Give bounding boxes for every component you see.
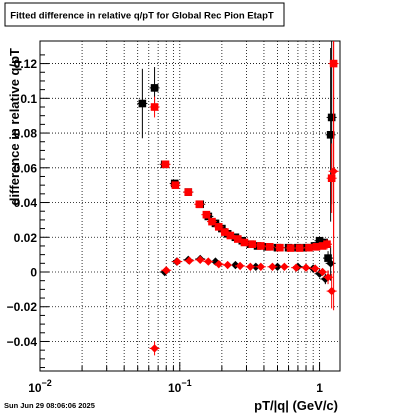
y-tick-label: 0.12 (14, 57, 38, 71)
grid-lines (40, 41, 340, 371)
data-point-diamond (310, 264, 320, 273)
x-tick-label: 1 (316, 381, 323, 395)
data-point-square (161, 160, 170, 169)
x-tick-label: 10−1 (168, 378, 192, 395)
data-point-square (150, 84, 159, 92)
data-point-square (323, 240, 331, 249)
data-point-square (305, 243, 313, 252)
data-point-square (195, 200, 204, 209)
data-point-square (312, 243, 321, 251)
data-point-square (326, 130, 335, 139)
data-point-square (295, 244, 304, 252)
y-tick-label: −0.02 (7, 300, 38, 314)
plot-frame (39, 40, 341, 372)
data-point-square (202, 210, 211, 219)
chart-title: Fitted difference in relative q/pT for G… (10, 11, 274, 22)
y-tick-label: 0.06 (14, 161, 38, 175)
data-point-diamond (280, 262, 289, 271)
data-point-diamond (246, 262, 255, 271)
data-point-square (315, 236, 324, 245)
data-point-diamond (329, 167, 338, 176)
y-tick-label: 0.04 (14, 196, 38, 210)
y-tick-label: 0.1 (20, 92, 37, 106)
data-point-square (184, 188, 193, 196)
data-point-square (276, 243, 284, 252)
data-point-diamond (173, 257, 182, 266)
data-point-diamond (214, 259, 223, 269)
x-axis-label: pT/|q| (GeV/c) (254, 398, 338, 413)
data-point-square (233, 235, 242, 243)
data-point-square (240, 238, 249, 247)
x-tick-label: 10−2 (28, 378, 52, 395)
data-point-diamond (211, 257, 220, 266)
data-point-diamond (204, 257, 213, 266)
data-point-square (327, 174, 336, 183)
data-point-square (226, 231, 235, 240)
data-point-square (286, 244, 295, 252)
data-point-diamond (301, 263, 311, 272)
data-point-square (214, 223, 223, 231)
data-point-diamond (196, 255, 205, 265)
data-point-diamond (323, 273, 333, 282)
data-point-diamond (268, 262, 277, 271)
data-point-square (221, 228, 229, 236)
y-tick-labels: −0.04 −0.02 0 0.02 0.04 0.06 0.08 0.1 0.12 (7, 57, 38, 349)
data-point-square (138, 99, 147, 108)
data-point-diamond (291, 263, 301, 272)
axis-ticks (39, 54, 321, 371)
data-point-square (171, 181, 180, 189)
data-point-square (248, 240, 257, 249)
data-point-square (318, 242, 327, 250)
data-point-diamond (235, 261, 245, 271)
data-point-diamond (162, 266, 171, 275)
data-point-square (265, 243, 274, 251)
data-point-diamond (223, 260, 232, 270)
data-point-square (257, 242, 265, 250)
data-point-square (327, 113, 336, 122)
data-point-diamond (185, 256, 194, 265)
data-point-square (208, 217, 216, 226)
data-point-square (324, 254, 332, 262)
data-point-diamond (150, 344, 159, 353)
y-tick-label: 0 (30, 266, 37, 280)
y-axis-label: difference in relative q/pT (7, 48, 22, 206)
data-point-diamond (318, 267, 327, 277)
y-tick-label: 0.02 (14, 231, 38, 245)
title-box (4, 2, 285, 27)
data-point-diamond (256, 262, 266, 271)
data-point-diamond (326, 259, 335, 268)
data-point-square (150, 103, 159, 111)
x-tick-labels: 10−2 10−1 1 (28, 378, 323, 395)
data-marks (137, 41, 339, 356)
data-point-diamond (273, 262, 282, 271)
y-tick-label: 0.08 (14, 127, 38, 141)
timestamp: Sun Jun 29 08:06:06 2025 (4, 401, 95, 410)
y-tick-label: −0.04 (7, 335, 38, 349)
